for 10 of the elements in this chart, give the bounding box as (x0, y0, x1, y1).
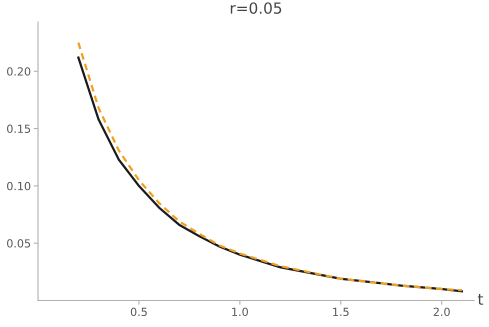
x-tick-label: 2.0 (434, 308, 450, 316)
y-tick-label: 0.05 (7, 239, 30, 248)
x-tick-label: 1.0 (232, 308, 248, 316)
x-tick-label: 0.5 (130, 308, 147, 316)
x-tick-label: 1.5 (333, 308, 349, 316)
y-tick-label: 0.20 (7, 67, 30, 76)
x-axis-title: t (478, 294, 484, 305)
chart-title: r=0.05 (230, 2, 282, 14)
y-tick-label: 0.15 (7, 124, 30, 133)
y-tick-label: 0.10 (7, 182, 30, 190)
